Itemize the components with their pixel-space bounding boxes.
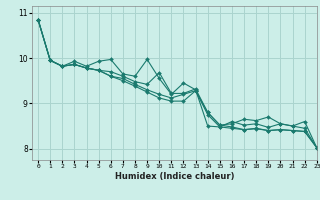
X-axis label: Humidex (Indice chaleur): Humidex (Indice chaleur) — [115, 172, 234, 181]
